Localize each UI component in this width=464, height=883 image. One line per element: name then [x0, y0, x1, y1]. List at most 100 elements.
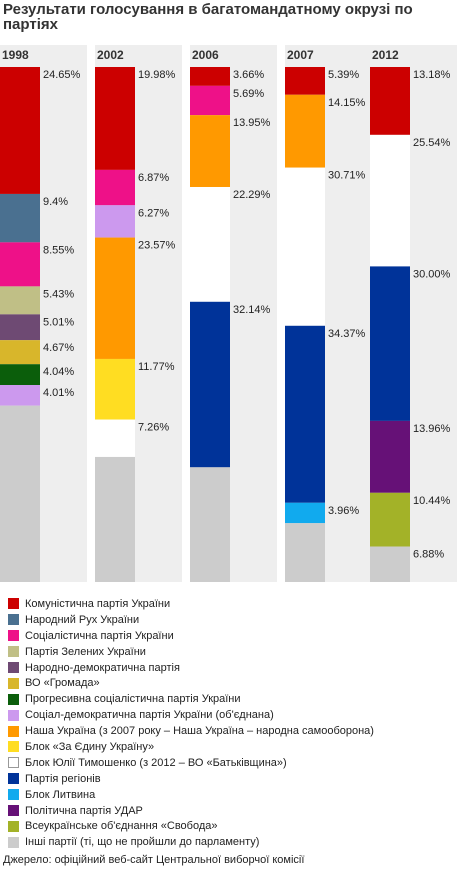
- bar-zaedu-2002: [95, 358, 135, 420]
- year-label-1998: 1998: [2, 48, 29, 62]
- legend-swatch-inshi: [8, 836, 19, 848]
- data-label-byut-2006: 22.29%: [233, 189, 271, 201]
- year-label-2002: 2002: [97, 48, 124, 62]
- bar-kpu-2007: [285, 67, 325, 95]
- legend-label-rukh: Народний Рух України: [25, 613, 140, 626]
- bar-rukh-1998: [0, 193, 40, 243]
- bar-pr-2007: [285, 325, 325, 503]
- legend-item-lytvyn: Блок Литвина: [8, 787, 460, 803]
- legend-swatch-svoboda: [8, 820, 19, 832]
- legend-item-byut: Блок Юлії Тимошенко (з 2012 – ВО «Батькі…: [8, 755, 460, 771]
- data-label-byut-2012: 25.54%: [413, 137, 451, 149]
- legend-item-sotsialisty: Соціалістична партія України: [8, 628, 460, 644]
- bar-byut-2007: [285, 167, 325, 326]
- legend-swatch-byut: [8, 757, 19, 769]
- data-label-kpu-2012: 13.18%: [413, 69, 451, 81]
- legend-item-inshi: Інші партії (ті, що не пройшли до парлам…: [8, 834, 460, 850]
- bar-inshi-1998: [0, 405, 40, 582]
- bar-inshi-2012: [370, 546, 410, 582]
- data-label-hromada-1998: 4.67%: [43, 342, 74, 354]
- legend-label-nu: Наша Україна (з 2007 року – Наша Україна…: [25, 725, 374, 738]
- bar-sotsialisty-1998: [0, 242, 40, 287]
- bar-sotsialisty-2002: [95, 169, 135, 206]
- data-label-pspu-1998: 4.04%: [43, 366, 74, 378]
- bar-ndp-1998: [0, 314, 40, 341]
- legend-item-zaedu: Блок «За Єдину Україну»: [8, 739, 460, 755]
- bar-kpu-2002: [95, 67, 135, 170]
- data-label-rukh-1998: 9.4%: [43, 196, 68, 208]
- bar-byut-2002: [95, 419, 135, 457]
- data-label-zaedu-2002: 11.77%: [138, 361, 175, 373]
- legend-swatch-lytvyn: [8, 789, 19, 801]
- bar-pr-2006: [190, 301, 230, 468]
- legend-label-svoboda: Всеукраїнське об'єднання «Свобода»: [25, 820, 218, 833]
- data-label-zeleni-1998: 5.43%: [43, 288, 74, 300]
- data-label-kpu-2002: 19.98%: [138, 69, 176, 81]
- legend-swatch-zaedu: [8, 741, 19, 753]
- legend-swatch-sdpuo: [8, 709, 19, 721]
- legend-label-zaedu: Блок «За Єдину Україну»: [25, 740, 155, 753]
- data-label-kpu-2006: 3.66%: [233, 69, 264, 81]
- bar-inshi-2007: [285, 523, 325, 582]
- legend-item-pspu: Прогресивна соціалістична партія України: [8, 691, 460, 707]
- bar-nu-2002: [95, 237, 135, 359]
- year-label-2012: 2012: [372, 48, 399, 62]
- data-label-inshi-2012: 6.88%: [413, 549, 444, 561]
- legend-swatch-zeleni: [8, 646, 19, 658]
- bar-sotsialisty-2006: [190, 85, 230, 116]
- bar-byut-2012: [370, 134, 410, 267]
- legend-swatch-udar: [8, 805, 19, 817]
- data-label-kpu-1998: 24.65%: [43, 69, 81, 81]
- data-label-byut-2007: 30.71%: [328, 170, 366, 182]
- legend-item-kpu: Комуністична партія України: [8, 596, 460, 612]
- bar-nu-2007: [285, 94, 325, 168]
- legend-item-zeleni: Партія Зелених України: [8, 644, 460, 660]
- legend-label-pspu: Прогресивна соціалістична партія України: [25, 693, 241, 706]
- legend-swatch-sotsialisty: [8, 630, 19, 642]
- legend-swatch-pr: [8, 773, 19, 785]
- legend-label-udar: Політична партія УДАР: [25, 804, 143, 817]
- legend-label-sdpuo: Соціал-демократична партія України (об'є…: [25, 709, 274, 722]
- bar-hromada-1998: [0, 340, 40, 365]
- bar-segments: [0, 67, 410, 582]
- legend-item-pr: Партія регіонів: [8, 771, 460, 787]
- data-label-nu-2006: 13.95%: [233, 117, 271, 129]
- data-label-sotsialisty-2006: 5.69%: [233, 88, 264, 100]
- bar-lytvyn-2007: [285, 502, 325, 524]
- bar-kpu-1998: [0, 67, 40, 194]
- bar-pr-2012: [370, 266, 410, 421]
- legend-item-nu: Наша Україна (з 2007 року – Наша Україна…: [8, 723, 460, 739]
- legend-swatch-kpu: [8, 598, 19, 610]
- data-label-pr-2007: 34.37%: [328, 328, 366, 340]
- legend-item-sdpuo: Соціал-демократична партія України (об'є…: [8, 707, 460, 723]
- data-labels: 24.65% 9.4% 8.55% 5.43% 5.01% 4.67% 4.04% 4.01%…: [43, 69, 451, 561]
- legend-swatch-pspu: [8, 693, 19, 705]
- legend-item-ndp: Народно-демократична партія: [8, 660, 460, 676]
- legend-swatch-nu: [8, 725, 19, 737]
- bar-sdpuo-2002: [95, 205, 135, 238]
- bar-sdpuo-1998: [0, 385, 40, 406]
- bar-kpu-2006: [190, 67, 230, 86]
- data-label-lytvyn-2007: 3.96%: [328, 505, 359, 517]
- data-label-udar-2012: 13.96%: [413, 423, 451, 435]
- legend-swatch-rukh: [8, 614, 19, 626]
- stacked-bar-chart: 1998 2002 2006 2007 2012 24.65% 9.4% 8.55% 5.43…: [0, 45, 457, 582]
- legend-label-lytvyn: Блок Литвина: [25, 788, 96, 801]
- legend-item-udar: Політична партія УДАР: [8, 803, 460, 819]
- bar-byut-2006: [190, 186, 230, 302]
- legend-label-pr: Партія регіонів: [25, 772, 101, 785]
- data-label-sotsialisty-2002: 6.87%: [138, 172, 169, 184]
- legend-item-rukh: Народний Рух України: [8, 612, 460, 628]
- data-label-sotsialisty-1998: 8.55%: [43, 244, 74, 256]
- bar-pspu-1998: [0, 364, 40, 386]
- data-label-svoboda-2012: 10.44%: [413, 495, 451, 507]
- data-label-byut-2002: 7.26%: [138, 422, 169, 434]
- data-label-sdpuo-1998: 4.01%: [43, 387, 74, 399]
- legend-label-ndp: Народно-демократична партія: [25, 661, 180, 674]
- legend: Комуністична партія України Народний Рух …: [8, 596, 460, 850]
- legend-item-svoboda: Всеукраїнське об'єднання «Свобода»: [8, 818, 460, 834]
- legend-label-byut: Блок Юлії Тимошенко (з 2012 – ВО «Батькі…: [25, 756, 287, 769]
- bar-inshi-2002: [95, 456, 135, 582]
- legend-label-sotsialisty: Соціалістична партія України: [25, 629, 174, 642]
- bar-zeleni-1998: [0, 286, 40, 315]
